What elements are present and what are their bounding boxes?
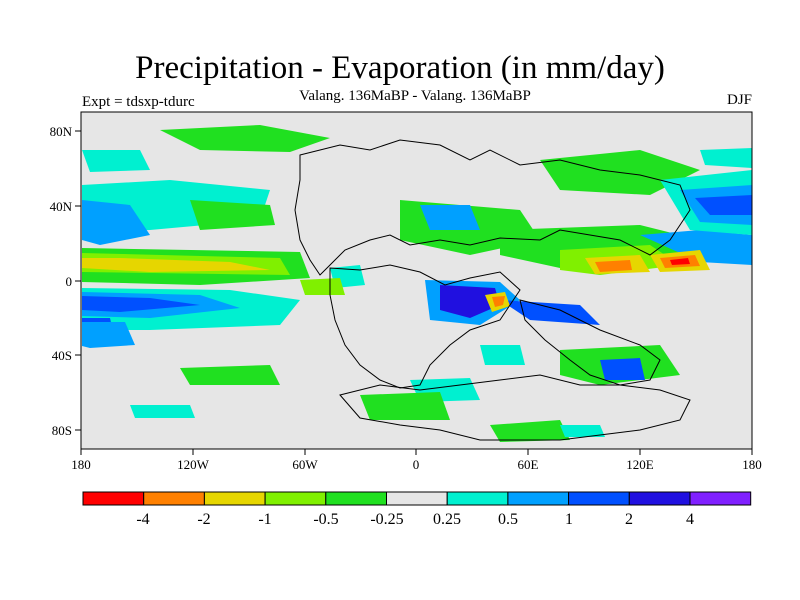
colorbar-swatch	[143, 491, 205, 506]
colorbar-label: -0.25	[370, 511, 403, 528]
lat-tick-labels: 80N 40N 0 40S 80S	[50, 124, 73, 438]
colorbar-swatch	[628, 491, 691, 506]
colorbar-swatch	[325, 491, 387, 506]
colorbar-label: 0.5	[498, 511, 518, 528]
field-region	[360, 392, 450, 420]
field-region	[480, 345, 525, 365]
colorbar	[82, 491, 752, 506]
field-region	[300, 278, 345, 295]
lon-tick-label: 60W	[292, 457, 318, 472]
lat-tick-label: 0	[66, 274, 73, 289]
coastline-gondwana	[329, 264, 521, 389]
plot-subtitle: Valang. 136MaBP - Valang. 136MaBP	[299, 88, 531, 104]
colorbar-swatch	[568, 491, 630, 506]
coastline-india-australia	[519, 299, 661, 386]
colorbar-swatch	[203, 491, 266, 506]
lon-tick-label: 0	[413, 457, 420, 472]
lat-tick-label: 40S	[52, 348, 72, 363]
lat-tick-label: 80S	[52, 423, 72, 438]
field-region	[82, 296, 200, 312]
colorbar-label: -2	[197, 511, 210, 528]
field-region	[695, 195, 752, 215]
field-region	[595, 260, 632, 272]
colorbar-swatch	[689, 491, 752, 506]
colorbar-swatch	[446, 491, 509, 506]
lon-tick-label: 180	[742, 457, 762, 472]
lon-tick-label: 120E	[626, 457, 654, 472]
colorbar-swatch	[82, 491, 145, 506]
field-region	[440, 285, 500, 318]
colorbar-label: 0.25	[433, 511, 461, 528]
lon-tick-label: 60E	[518, 457, 539, 472]
lat-tick-label: 80N	[50, 124, 73, 139]
field-region	[82, 200, 150, 245]
lon-tick-labels: 180 120W 60W 0 60E 120E 180	[71, 457, 762, 472]
axis-ticks	[75, 130, 753, 455]
colorbar-label: 4	[686, 511, 694, 528]
field-region	[82, 150, 150, 172]
field-layer	[82, 125, 752, 442]
colorbar-label: 2	[625, 511, 633, 528]
colorbar-label: -1	[258, 511, 271, 528]
lat-tick-label: 40N	[50, 199, 73, 214]
colorbar-swatch	[264, 491, 327, 506]
field-region	[492, 296, 505, 307]
colorbar-swatch	[386, 491, 448, 506]
field-region	[82, 258, 270, 272]
field-region	[640, 230, 752, 265]
field-region	[560, 425, 605, 437]
field-region	[700, 148, 752, 168]
plot-title: Precipitation - Evaporation (in mm/day)	[135, 50, 665, 86]
lon-tick-label: 120W	[177, 457, 210, 472]
field-region	[600, 358, 645, 380]
coastline-laurasia	[294, 139, 691, 276]
season-label: DJF	[726, 92, 752, 108]
colorbar-label: -4	[136, 511, 149, 528]
colorbar-swatch	[507, 491, 570, 506]
field-region	[490, 420, 570, 442]
field-region	[500, 300, 600, 325]
colorbar-label: 1	[565, 511, 573, 528]
field-region	[420, 205, 480, 230]
colorbar-label: -0.5	[313, 511, 338, 528]
field-region	[130, 405, 195, 418]
field-region	[160, 125, 330, 152]
coastline-antarctica	[339, 374, 691, 441]
field-region	[82, 322, 135, 348]
coastlines	[294, 139, 691, 441]
experiment-label: Expt = tdsxp-tdurc	[82, 94, 195, 110]
lon-tick-label: 180	[71, 457, 91, 472]
field-region	[670, 258, 690, 265]
colorbar-labels: -4 -2 -1 -0.5 -0.25 0.25 0.5 1 2 4	[136, 511, 694, 528]
field-region	[190, 200, 275, 230]
field-region	[180, 365, 280, 385]
